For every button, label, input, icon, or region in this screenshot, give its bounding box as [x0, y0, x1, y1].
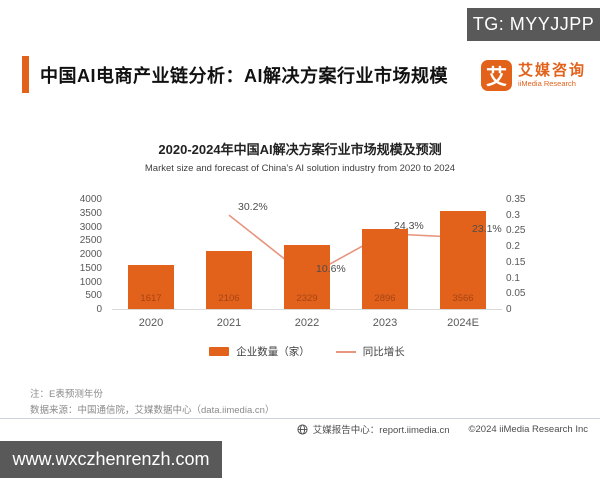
report-footer: 艾媒报告中心：report.iimedia.cn ©2024 iiMedia R…	[297, 422, 588, 436]
bar-value-label: 2329	[296, 293, 318, 304]
line-point-label: 10.6%	[316, 262, 346, 275]
right-axis-tick: 0	[506, 304, 512, 315]
legend-label: 企业数量（家）	[236, 346, 310, 358]
left-axis-tick: 1500	[79, 262, 102, 274]
bar-2020	[128, 264, 174, 309]
legend-swatch-bar	[209, 347, 230, 356]
left-axis-tick: 2500	[79, 235, 102, 247]
growth-line	[228, 214, 464, 278]
line-point-label: 23.1%	[472, 223, 502, 236]
logo-name-cn: 艾媒咨询	[517, 61, 586, 79]
telegram-watermark: TG: MYYJJPP	[467, 8, 600, 41]
logo-name-en: iiMedia Research	[517, 79, 576, 89]
x-axis-label: 2023	[372, 317, 398, 329]
x-axis-label: 2021	[216, 317, 242, 329]
left-axis-tick: 3500	[79, 207, 102, 219]
legend-label: 同比增长	[362, 346, 405, 358]
bar-value-label: 2106	[218, 293, 240, 304]
legend-swatch-line	[335, 350, 356, 353]
right-axis-tick: 0.15	[506, 256, 526, 268]
footer-divider	[0, 418, 600, 419]
x-axis-label: 2022	[294, 317, 320, 329]
left-axis-tick: 0	[96, 304, 102, 315]
bar-value-label: 1617	[140, 293, 162, 304]
line-point-label: 24.3%	[394, 219, 424, 232]
bar-value-label: 2896	[374, 293, 396, 304]
left-axis-tick: 1000	[79, 276, 102, 288]
chart-legend: 企业数量（家） 同比增长	[112, 344, 502, 359]
right-axis-tick: 0.35	[506, 194, 526, 205]
x-axis: 2020 2021 2022 2023 2024E	[112, 317, 502, 331]
x-axis-label: 2024E	[447, 317, 479, 329]
left-y-axis: 4000 3500 3000 2500 2000 1500 1000 500 0	[64, 194, 102, 315]
right-axis-tick: 0.3	[506, 209, 520, 221]
site-watermark: www.wxczhenrenzh.com	[0, 441, 222, 478]
right-axis-tick: 0.1	[506, 272, 520, 284]
bar-2022	[284, 244, 330, 309]
plot-area: 4000 3500 3000 2500 2000 1500 1000 500 0 0.35 0.3…	[0, 194, 600, 378]
title-accent-bar	[22, 56, 29, 93]
right-axis-tick: 0.2	[506, 241, 520, 253]
right-y-axis: 0.35 0.3 0.25 0.2 0.15 0.1 0.05 0	[506, 194, 546, 315]
right-axis-tick: 0.05	[506, 288, 526, 300]
chart-notes: 注：E表预测年份 数据来源：中国通信院，艾媒数据中心（data.iimedia.…	[30, 387, 274, 418]
bar-value-label: 3566	[452, 293, 474, 304]
chart: 2020-2024年中国AI解决方案行业市场规模及预测 Market size …	[0, 139, 600, 378]
bar-2024E	[440, 210, 486, 309]
iimedia-logo: 艾 艾媒咨询 iiMedia Research	[480, 60, 586, 91]
legend-item: 企业数量（家）	[209, 344, 310, 359]
iimedia-logo-text: 艾媒咨询 iiMedia Research	[517, 61, 586, 89]
source-line: 数据来源：中国通信院，艾媒数据中心（data.iimedia.cn）	[30, 404, 275, 416]
globe-icon	[297, 423, 308, 435]
line-point-label: 30.2%	[238, 201, 268, 214]
legend-item: 同比增长	[335, 344, 405, 359]
note-line: 注：E表预测年份	[30, 389, 103, 400]
copyright-text: ©2024 iiMedia Research Inc	[468, 423, 588, 435]
left-axis-tick: 2000	[79, 249, 102, 260]
left-axis-tick: 4000	[79, 194, 102, 205]
chart-title: 2020-2024年中国AI解决方案行业市场规模及预测	[158, 142, 442, 157]
left-axis-tick: 3000	[79, 221, 102, 233]
report-center-text: 艾媒报告中心：report.iimedia.cn	[312, 425, 450, 436]
iimedia-logo-icon: 艾	[480, 60, 512, 91]
plot-canvas: 1617 2106 2329 2896 3566 30.2% 10.6% 24.3% 23.1%	[112, 200, 502, 310]
right-axis-tick: 0.25	[506, 225, 526, 237]
page-header: 中国AI电商产业链分析：AI解决方案行业市场规模	[22, 56, 448, 93]
x-axis-label: 2020	[138, 317, 164, 329]
chart-subtitle: Market size and forecast of China's AI s…	[144, 163, 456, 174]
page-title: 中国AI电商产业链分析：AI解决方案行业市场规模	[40, 65, 448, 86]
bar-2021	[206, 251, 252, 309]
left-axis-tick: 500	[85, 290, 102, 302]
bar-2023	[362, 229, 408, 309]
